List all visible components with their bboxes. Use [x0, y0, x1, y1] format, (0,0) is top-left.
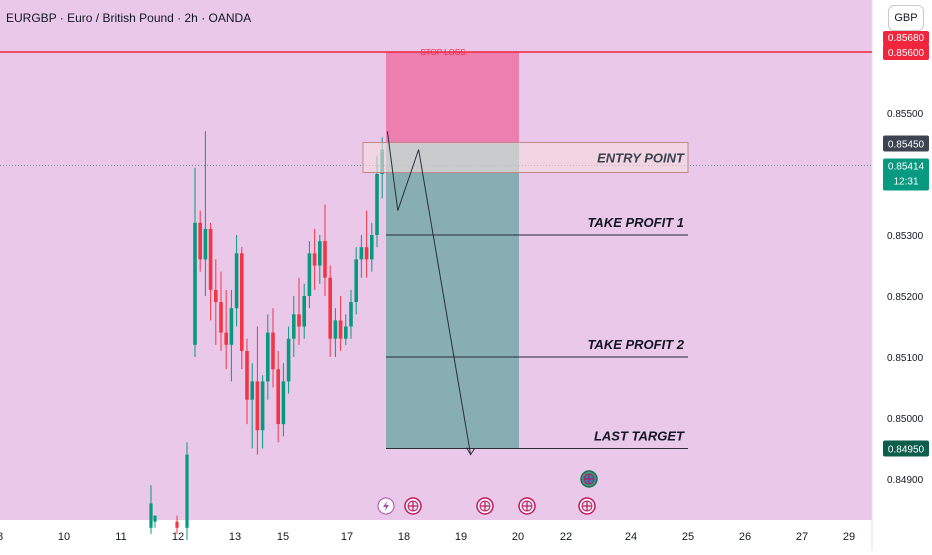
candle — [245, 350, 249, 400]
candle — [276, 369, 280, 425]
y-tick-label: 0.85300 — [887, 231, 924, 242]
y-tick-label: 0.85500 — [887, 109, 924, 120]
candle — [149, 503, 153, 528]
candle — [229, 308, 234, 345]
last-target-price-text: 0.84950 — [888, 445, 925, 456]
candle — [333, 320, 338, 339]
entry-price-text: 0.85450 — [888, 140, 925, 151]
candle — [193, 222, 197, 345]
candle — [266, 332, 270, 382]
countdown-text: 12:31 — [893, 176, 918, 187]
x-tick-label: 12 — [172, 531, 184, 543]
x-tick-label: 8 — [0, 531, 3, 543]
candle — [364, 247, 369, 260]
symbol-title: EURGBP · Euro / British Pound · 2h · OAN… — [6, 11, 252, 25]
candle — [153, 515, 157, 522]
x-tick-label: 13 — [229, 531, 241, 543]
candle — [323, 241, 327, 278]
candle — [338, 320, 343, 339]
y-tick-label: 0.84900 — [887, 475, 924, 486]
candle — [349, 302, 353, 327]
candle — [354, 259, 358, 303]
flag-event-icon — [404, 497, 422, 515]
y-tick-label: 0.85000 — [887, 414, 924, 425]
candle — [307, 253, 312, 296]
x-tick-label: 11 — [115, 531, 126, 543]
entry-price-tag — [883, 135, 929, 152]
stop-loss-tag-top — [883, 31, 929, 45]
stop-loss-tag-top-text: 0.85680 — [888, 33, 925, 44]
candle — [312, 253, 317, 266]
take-profit-2-label: TAKE PROFIT 2 — [587, 337, 684, 352]
candle — [255, 381, 260, 431]
x-tick-label: 17 — [341, 531, 353, 543]
y-tick-label: 0.85200 — [887, 292, 924, 303]
candle — [297, 314, 301, 327]
candle — [318, 241, 322, 266]
x-tick-label: 20 — [512, 531, 524, 543]
x-tick-label: 19 — [455, 531, 467, 543]
y-tick-label: 0.85100 — [887, 353, 924, 364]
event-bolt — [383, 501, 389, 511]
candle — [370, 235, 374, 260]
candle — [328, 277, 332, 339]
risk-zone — [386, 52, 519, 144]
x-tick-label: 18 — [398, 531, 410, 543]
x-tick-label: 24 — [625, 531, 637, 543]
stop-loss-price-text: 0.85600 — [888, 48, 925, 59]
entry-point-label: ENTRY POINT — [597, 151, 685, 166]
time-axis-background — [0, 520, 872, 550]
candle — [281, 381, 286, 425]
projection-arrowhead — [466, 447, 476, 456]
flag-event-icon — [476, 497, 494, 515]
candle — [234, 253, 239, 309]
current-price-tag — [883, 158, 929, 191]
candle — [292, 314, 296, 339]
stop-loss-price-tag — [883, 44, 929, 60]
x-tick-label: 27 — [796, 531, 808, 543]
candle — [271, 332, 275, 370]
candle — [175, 521, 179, 528]
candle — [208, 228, 213, 290]
price-axis-background — [872, 0, 932, 550]
candle — [224, 332, 228, 345]
x-tick-label: 10 — [58, 531, 70, 543]
stop-loss-label: STOP LOSS — [420, 48, 465, 57]
candle — [203, 228, 208, 260]
flag-event-icon — [518, 497, 536, 515]
x-tick-label: 26 — [739, 531, 751, 543]
candle — [240, 253, 244, 351]
x-tick-label: 25 — [682, 531, 694, 543]
candle — [198, 222, 202, 260]
x-tick-label: 29 — [843, 531, 855, 543]
candle — [219, 302, 223, 333]
candle — [359, 247, 364, 260]
currency-button[interactable]: GBP — [888, 5, 924, 31]
candle — [302, 296, 306, 327]
x-tick-label: 15 — [277, 531, 289, 543]
flag-event-green-icon — [580, 470, 598, 488]
candle — [344, 326, 348, 339]
candle — [286, 338, 291, 382]
candle — [250, 381, 254, 400]
flag-event-icon — [578, 497, 596, 515]
candle — [260, 381, 265, 431]
candle — [375, 174, 379, 235]
take-profit-1-label: TAKE PROFIT 1 — [587, 215, 684, 230]
candle — [214, 289, 218, 303]
entry-zone — [362, 142, 689, 173]
lightning-event-icon — [377, 497, 395, 515]
candle — [185, 454, 189, 528]
x-tick-label: 22 — [560, 531, 572, 543]
reward-zone — [386, 143, 519, 449]
projection-path — [386, 131, 472, 455]
last-target-label: LAST TARGET — [594, 429, 685, 444]
current-price-text: 0.85414 — [888, 161, 925, 172]
last-target-price-tag — [883, 440, 929, 457]
